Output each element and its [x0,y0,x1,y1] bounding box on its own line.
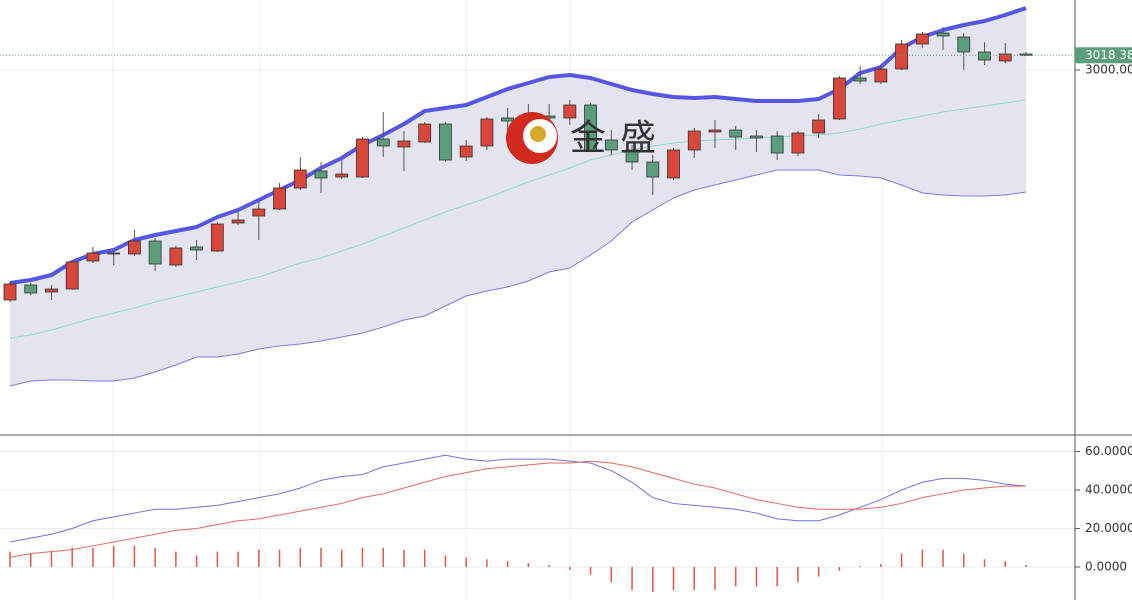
candle-body [45,288,58,293]
candle-body [750,135,763,139]
candle-body [687,130,701,151]
candle-body [397,140,411,148]
candle-body [65,261,79,290]
plot [0,6,1075,593]
y-tick-label: 0.0000 [1085,559,1127,573]
candle-body [915,33,929,45]
candle-body [563,104,577,119]
candle-body [853,77,867,82]
candle-body [791,132,805,154]
watermark-text: 金盛 [570,118,670,159]
candle-body [273,187,286,210]
band-line [9,99,1027,339]
candle-body [936,32,950,37]
band-line [9,169,1027,387]
candle-body [978,51,991,61]
y-tick-label: 20.0000 [1085,521,1132,535]
candle-body [667,149,680,179]
candle-body [128,240,141,255]
indicator-line [9,454,1027,543]
candle-body [190,246,204,251]
candle-body [335,173,349,178]
candle-body [169,247,183,266]
candle-body [231,219,245,224]
candle-body [480,118,494,147]
candle-body [107,252,121,255]
candle-body [459,145,473,158]
candle-body [957,36,971,53]
candle-body [895,43,908,70]
candle-body [998,53,1012,62]
logo-dot [530,126,546,142]
indicator-line [9,460,1026,558]
candle-body [252,208,266,217]
candle-body [832,77,846,120]
candle-body [439,123,452,161]
candle-body [604,139,618,151]
candle-body [376,138,390,147]
watermark-logo: 金盛 [506,112,670,164]
candle-body [584,104,597,151]
candle-body [86,252,100,262]
last-price-tag [1075,47,1132,64]
candle-body [708,129,722,133]
candle-body [812,119,826,134]
candle-body [501,117,515,122]
candle-body [770,135,784,154]
y-tick-label: 3000.00 [1085,63,1132,77]
candle-body [210,223,224,252]
candle-body [3,283,17,301]
candle-body [646,161,660,178]
last-price-label: 3018.38 [1085,48,1132,62]
candle-body [314,170,328,179]
y-tick-label: 60.0000 [1085,444,1132,458]
y-tick-label: 40.0000 [1085,482,1132,496]
candle-body [24,284,38,294]
candle-body [356,138,369,178]
candle-body [625,149,639,163]
candle-body [418,123,432,143]
band-line [9,6,1027,285]
candle-body [729,129,743,138]
candle-body [874,68,888,83]
band-fill [10,8,1026,386]
candle-body [148,240,162,265]
candle-body [293,169,307,189]
